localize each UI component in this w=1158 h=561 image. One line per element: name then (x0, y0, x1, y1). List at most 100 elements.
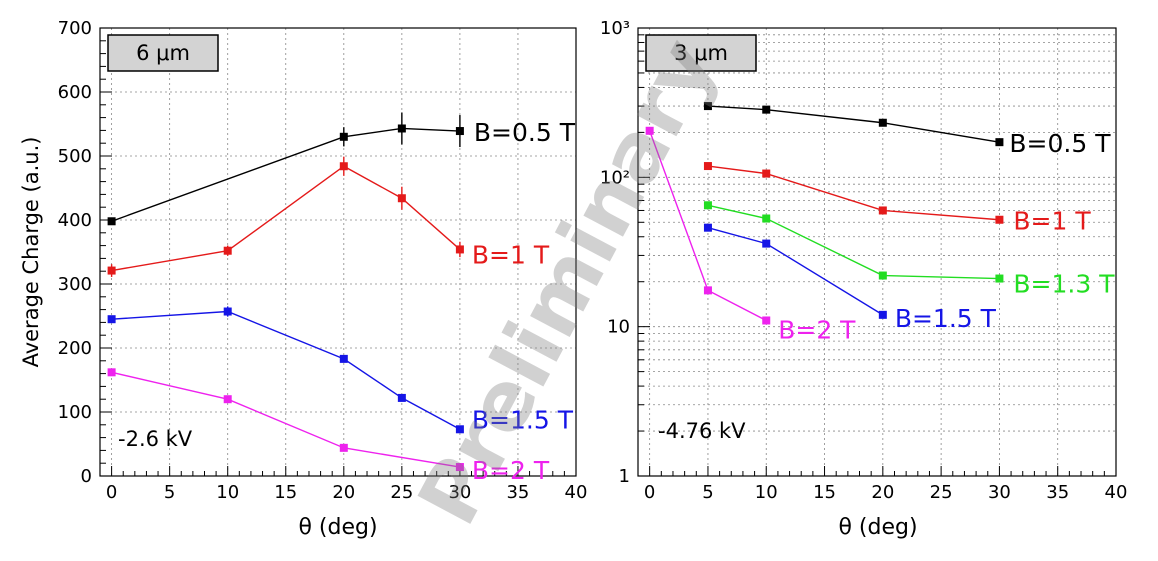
x-tick-label: 0 (106, 482, 117, 503)
x-tick-label: 10 (755, 482, 778, 503)
left-panel-label: 6 μm (136, 41, 190, 65)
series-label: B=1.5 T (895, 304, 997, 333)
right-series-group: B=0.5 T B=1 T B=1.3 T B=1.5 T B=2 T (645, 102, 1115, 344)
y-tick-label: 200 (58, 338, 92, 359)
y-tick-label: 100 (58, 402, 92, 423)
series-label: B=1 T (1013, 207, 1091, 236)
y-tick-label: 600 (58, 82, 92, 103)
series-b-0-5-t: B=0.5 T (107, 112, 576, 226)
series-label: B=0.5 T (474, 118, 576, 147)
x-tick-label: 25 (390, 482, 413, 503)
data-point (703, 102, 712, 111)
data-point (339, 162, 348, 171)
series-label: B=1.5 T (472, 405, 574, 434)
series-line (707, 227, 884, 316)
x-tick-label: 5 (702, 482, 713, 503)
left-grid (100, 28, 576, 476)
series-label: B=0.5 T (1009, 129, 1111, 158)
left-y-axis-title: Average Charge (a.u.) (19, 137, 43, 368)
series-b-1-t: B=1 T (703, 162, 1091, 236)
data-point (995, 215, 1004, 224)
data-point (878, 310, 887, 319)
left-panel-label-box (107, 34, 219, 72)
x-tick-label: 30 (988, 482, 1011, 503)
data-point (703, 286, 712, 295)
data-point (762, 316, 771, 325)
series-b-0-5-t: B=0.5 T (703, 102, 1111, 158)
data-point (762, 239, 771, 248)
data-point (455, 425, 464, 434)
y-tick-label: 400 (58, 210, 92, 231)
y-tick-label: 700 (58, 18, 92, 39)
data-point (339, 443, 348, 452)
x-tick-label: 30 (448, 482, 471, 503)
data-point (397, 393, 406, 402)
series-b-1-t: B=1 T (107, 156, 550, 277)
x-tick-label: 15 (813, 482, 836, 503)
data-point (762, 214, 771, 223)
data-point (762, 169, 771, 178)
series-line (707, 105, 1000, 143)
data-point (223, 307, 232, 316)
data-point (995, 138, 1004, 147)
y-tick-label: 10 (607, 317, 630, 338)
x-tick-label: 25 (930, 482, 953, 503)
data-point (878, 271, 887, 280)
right-plot-frame (637, 27, 1117, 477)
y-tick-label: 500 (58, 146, 92, 167)
series-line (707, 165, 1000, 221)
data-point (107, 315, 116, 324)
series-line (111, 127, 460, 222)
series-b-2-t: B=2 T (645, 126, 856, 344)
data-point (455, 463, 464, 472)
series-label: B=2 T (778, 315, 856, 344)
data-point (339, 132, 348, 141)
data-point (339, 354, 348, 363)
y-tick-label: 0 (81, 466, 92, 487)
series-label: B=1.3 T (1013, 270, 1115, 299)
series-b-1-5-t: B=1.5 T (703, 223, 997, 333)
series-label: B=1 T (472, 240, 550, 269)
data-point (703, 162, 712, 171)
data-point (397, 124, 406, 133)
right-panel-label-box (645, 34, 757, 72)
data-point (645, 126, 654, 135)
series-line (111, 371, 461, 468)
y-tick-label: 10³ (600, 18, 630, 39)
y-tick-label: 300 (58, 274, 92, 295)
x-tick-label: 40 (1105, 482, 1128, 503)
series-b-1-3-t: B=1.3 T (703, 201, 1115, 299)
data-point (995, 274, 1004, 283)
y-tick-label: 1 (619, 466, 630, 487)
series-b-2-t: B=2 T (107, 368, 550, 485)
y-tick-label: 10² (600, 167, 630, 188)
right-x-axis-title: θ (deg) (838, 515, 917, 540)
series-label: B=2 T (472, 456, 550, 485)
data-point (397, 194, 406, 203)
left-plot-frame (99, 27, 577, 477)
x-tick-label: 15 (274, 482, 297, 503)
x-tick-label: 20 (332, 482, 355, 503)
data-point (762, 105, 771, 114)
data-point (703, 201, 712, 210)
data-point (223, 246, 232, 255)
x-tick-label: 10 (216, 482, 239, 503)
data-point (107, 368, 116, 377)
x-tick-label: 20 (871, 482, 894, 503)
right-panel-label: 3 μm (674, 41, 728, 65)
right-annotation: -4.76 kV (658, 419, 746, 443)
series-b-1-5-t: B=1.5 T (107, 306, 574, 434)
left-series-group: B=0.5 T B=1 T B=1.5 T B=2 T (107, 112, 576, 485)
x-tick-label: 35 (506, 482, 529, 503)
data-point (455, 245, 464, 254)
left-x-axis-title: θ (deg) (298, 515, 377, 540)
x-tick-label: 5 (164, 482, 175, 503)
data-point (107, 217, 116, 226)
data-point (455, 127, 464, 136)
data-point (107, 266, 116, 275)
data-point (703, 223, 712, 232)
series-line (707, 204, 1000, 280)
